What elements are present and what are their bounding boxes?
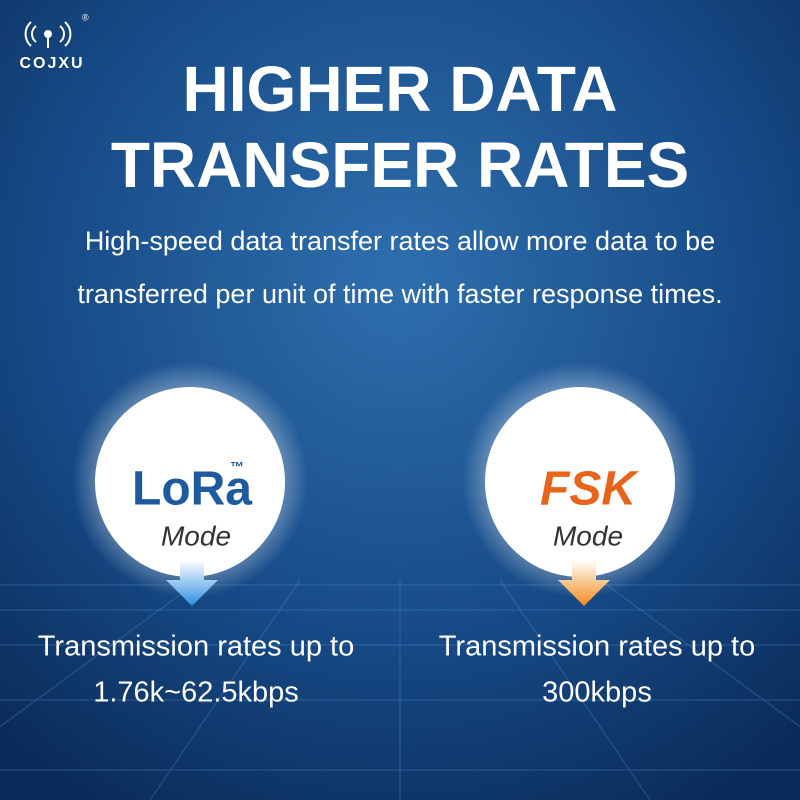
rate: 300kbps (542, 677, 652, 709)
title: TRANSFER RATES (111, 129, 689, 201)
description: High-speed data transfer rates allow mor… (85, 226, 715, 256)
lora-card: LoRa ™ Mode Transmission rates up to 1.7… (38, 362, 354, 709)
mode-name: FSK (540, 463, 639, 516)
arrow (558, 560, 610, 606)
mode-label: Mode (161, 520, 231, 551)
badge (485, 387, 675, 577)
floor-grid (0, 579, 800, 800)
registered-mark: ® (82, 12, 89, 22)
rate: 1.76k~62.5kbps (93, 677, 299, 709)
description: transferred per unit of time with faster… (77, 279, 722, 309)
mode-label: Mode (553, 520, 623, 551)
rate: Transmission rates up to (38, 631, 354, 663)
trademark: ™ (230, 459, 244, 475)
arrow (166, 560, 218, 606)
brand: COJXU (19, 55, 84, 72)
fsk-card: FSK Mode Transmission rates up to 300kbp… (439, 362, 755, 709)
mode-name: LoRa (132, 463, 252, 516)
rate: Transmission rates up to (439, 631, 755, 663)
logo: ® COJXU (19, 12, 89, 72)
title: HIGHER DATA (183, 53, 618, 125)
badge (95, 387, 285, 577)
